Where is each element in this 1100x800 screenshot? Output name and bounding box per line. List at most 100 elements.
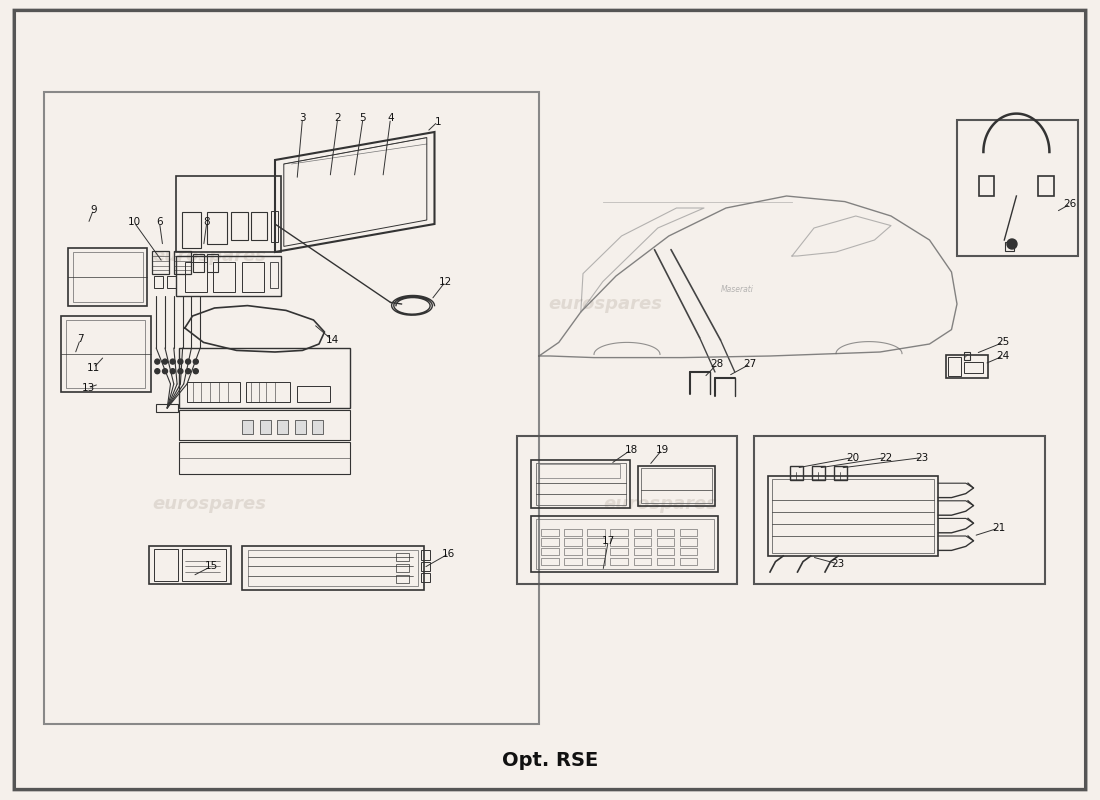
Bar <box>536 463 626 505</box>
Bar <box>182 549 225 581</box>
Bar <box>634 548 651 555</box>
Bar <box>421 573 430 582</box>
Text: 16: 16 <box>442 549 455 558</box>
Bar <box>587 548 605 555</box>
Text: 7: 7 <box>77 334 84 344</box>
Bar <box>152 251 169 274</box>
Text: 11: 11 <box>87 363 100 373</box>
Bar <box>295 420 306 434</box>
Text: eurospares: eurospares <box>152 247 266 265</box>
Bar <box>541 529 559 536</box>
Circle shape <box>178 359 183 364</box>
Bar <box>156 404 178 412</box>
Bar <box>154 276 163 288</box>
Bar <box>396 564 409 572</box>
Bar <box>587 558 605 565</box>
Bar <box>421 550 430 560</box>
Text: 8: 8 <box>204 218 210 227</box>
Bar <box>242 262 264 292</box>
Text: 26: 26 <box>1064 199 1077 209</box>
Text: 22: 22 <box>879 453 892 462</box>
Text: Maserati: Maserati <box>720 285 754 294</box>
Bar <box>634 529 651 536</box>
Bar <box>541 538 559 546</box>
Bar <box>948 357 961 376</box>
Bar <box>680 558 697 565</box>
Bar <box>517 436 737 584</box>
Bar <box>680 538 697 546</box>
Bar <box>213 262 235 292</box>
Bar <box>66 320 145 388</box>
Text: 12: 12 <box>439 277 452 286</box>
Bar <box>657 538 674 546</box>
Bar <box>154 549 178 581</box>
Circle shape <box>155 369 160 374</box>
Bar <box>68 248 147 306</box>
Bar <box>812 466 825 480</box>
Text: 4: 4 <box>387 114 394 123</box>
Bar <box>964 352 970 360</box>
Bar <box>148 546 231 584</box>
Bar <box>657 548 674 555</box>
Bar <box>187 382 240 402</box>
Bar <box>610 548 628 555</box>
Bar <box>260 420 271 434</box>
Bar <box>680 529 697 536</box>
Bar <box>1038 176 1054 196</box>
Bar <box>297 386 330 402</box>
Text: 1: 1 <box>434 117 441 126</box>
Circle shape <box>163 359 167 364</box>
Bar <box>231 212 248 240</box>
Bar <box>946 355 988 378</box>
Text: Opt. RSE: Opt. RSE <box>502 750 598 770</box>
Text: 23: 23 <box>832 559 845 569</box>
Bar <box>242 420 253 434</box>
Bar <box>246 382 290 402</box>
Text: 21: 21 <box>992 523 1005 533</box>
Bar <box>754 436 1045 584</box>
FancyBboxPatch shape <box>14 10 1086 790</box>
Text: eurospares: eurospares <box>603 495 717 513</box>
Bar <box>610 558 628 565</box>
Bar <box>179 442 350 474</box>
Bar <box>657 558 674 565</box>
Circle shape <box>194 359 198 364</box>
Text: 15: 15 <box>205 562 218 571</box>
Bar <box>541 548 559 555</box>
Bar <box>277 420 288 434</box>
Bar <box>271 211 278 242</box>
Bar <box>957 120 1078 256</box>
Bar <box>587 529 605 536</box>
Bar <box>541 558 559 565</box>
Text: eurospares: eurospares <box>152 495 266 513</box>
Bar <box>312 420 323 434</box>
Bar <box>248 550 418 586</box>
Text: 13: 13 <box>81 383 95 393</box>
Text: 2: 2 <box>334 114 341 123</box>
Bar <box>564 558 582 565</box>
Bar <box>610 538 628 546</box>
Circle shape <box>194 369 198 374</box>
Circle shape <box>186 369 190 374</box>
Text: 6: 6 <box>156 218 163 227</box>
Bar <box>207 212 227 244</box>
Text: 10: 10 <box>128 218 141 227</box>
Text: 5: 5 <box>360 114 366 123</box>
Bar <box>564 538 582 546</box>
Bar <box>182 212 201 248</box>
Bar <box>964 362 983 373</box>
Text: eurospares: eurospares <box>548 295 662 313</box>
Bar <box>657 529 674 536</box>
Bar <box>610 529 628 536</box>
Text: 17: 17 <box>602 536 615 546</box>
Text: 27: 27 <box>744 359 757 369</box>
Bar <box>539 464 620 478</box>
Text: 3: 3 <box>299 114 306 123</box>
Text: 24: 24 <box>997 351 1010 361</box>
Bar <box>564 529 582 536</box>
Bar <box>564 548 582 555</box>
Bar <box>73 252 143 302</box>
Circle shape <box>163 369 167 374</box>
Bar <box>536 519 714 569</box>
Bar <box>176 256 280 296</box>
